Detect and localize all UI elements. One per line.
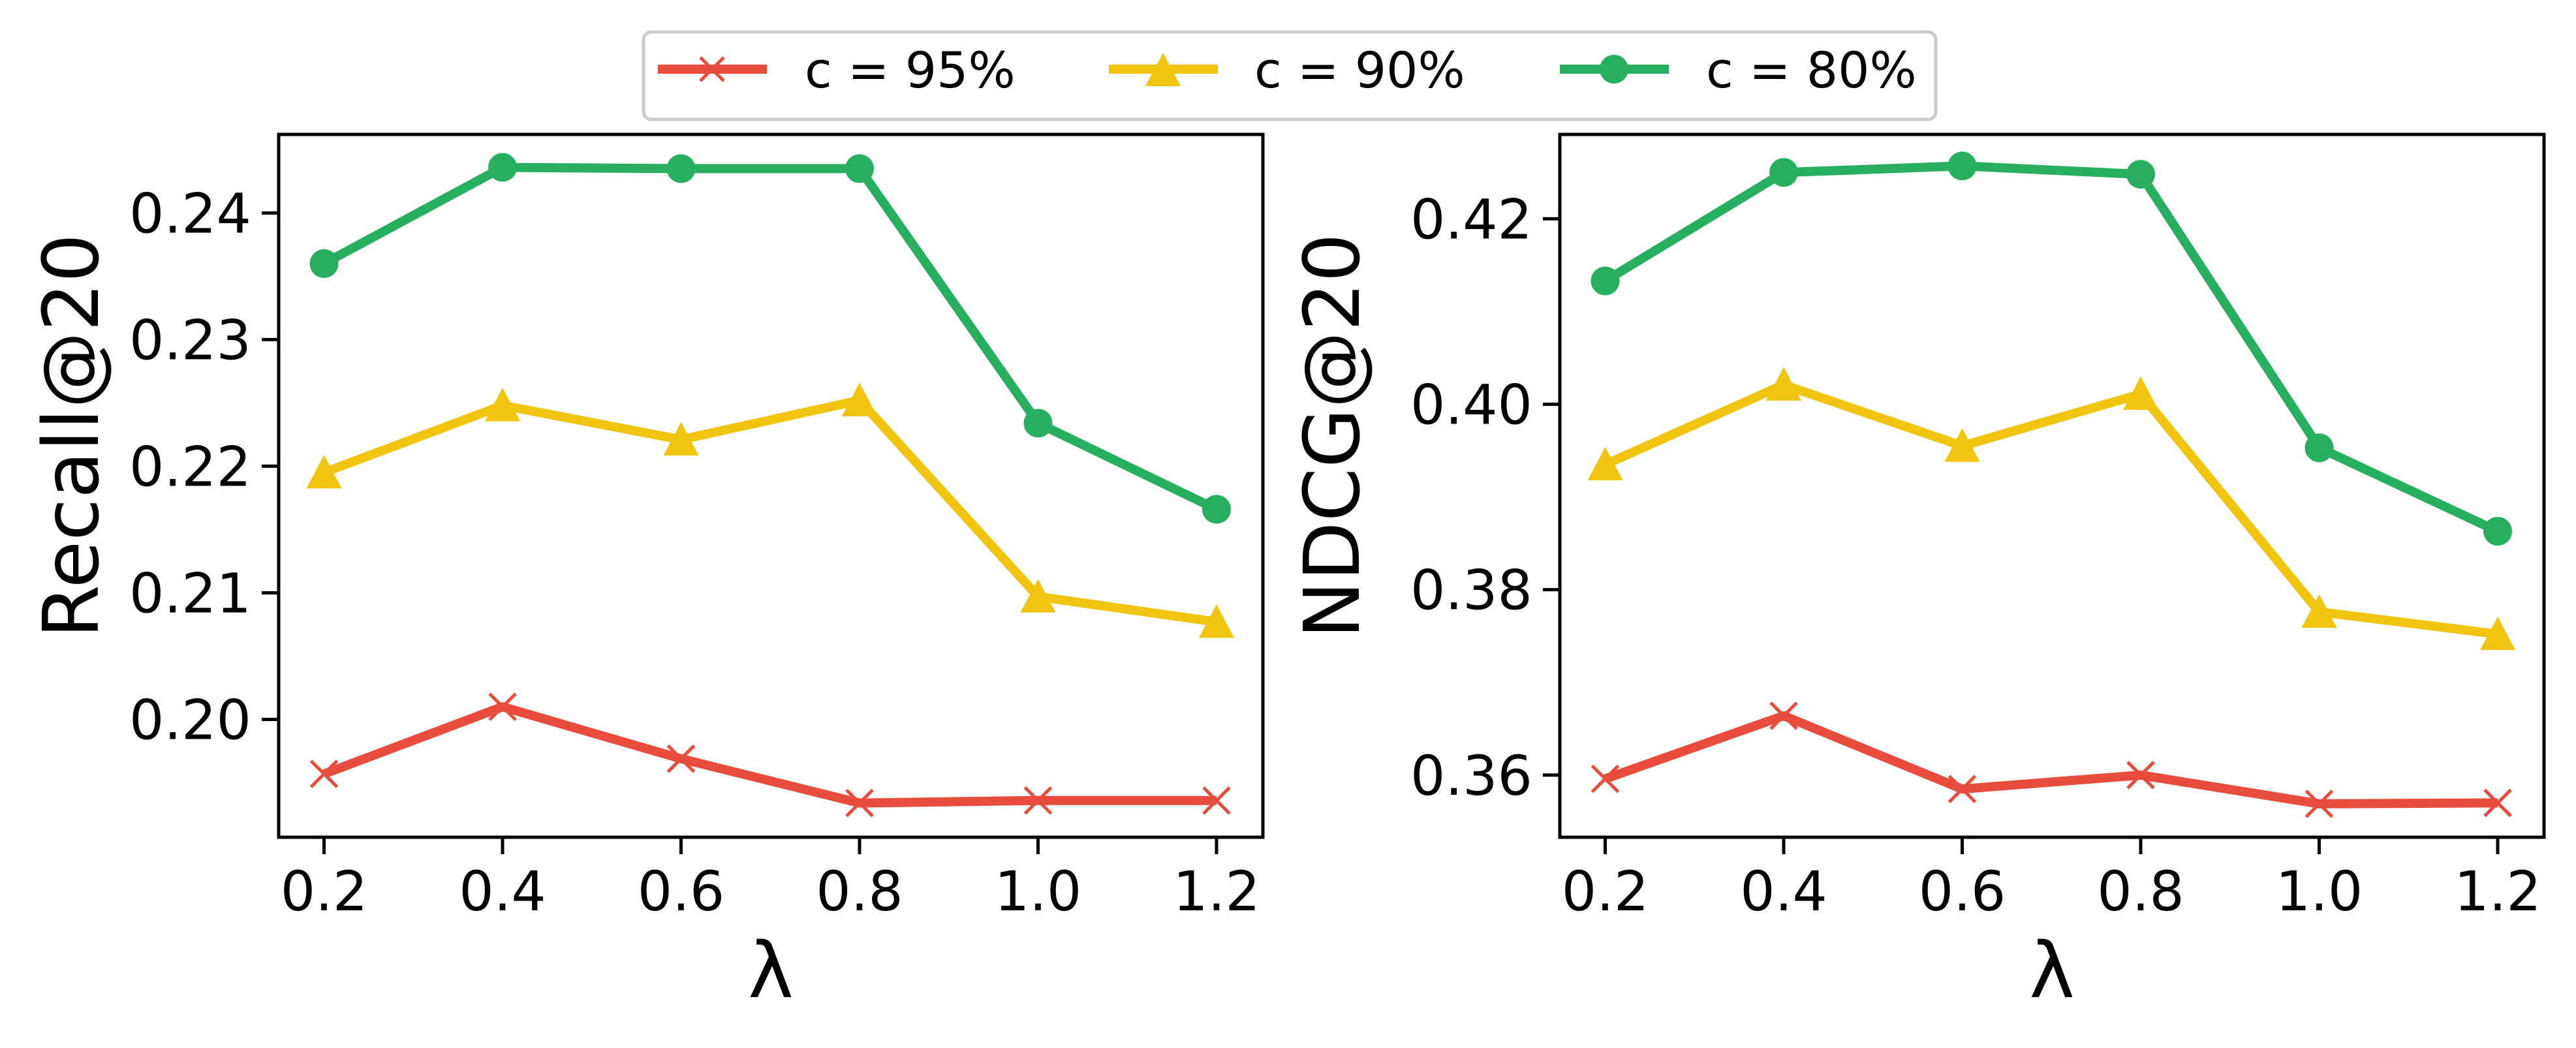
- y-tick-label: 0.40: [1410, 373, 1532, 437]
- series-line: [322, 395, 1217, 627]
- y-tick-label: 0.21: [129, 561, 251, 625]
- ndcg-plot-area: [1587, 151, 2515, 818]
- triangle-icon: [1145, 53, 1181, 86]
- x-marker-icon: [2483, 788, 2512, 818]
- series-line: [1604, 711, 2498, 809]
- x-tick-label: 0.2: [1562, 859, 1649, 923]
- legend-label-c90: c = 90%: [1254, 41, 1465, 99]
- triangle-marker-icon: [1199, 604, 1234, 638]
- x-icon: [699, 56, 725, 82]
- circle-marker-icon: [1023, 408, 1053, 438]
- legend-entry-c95: c = 95%: [658, 41, 1016, 99]
- circle-marker-icon: [2126, 160, 2155, 189]
- series-triangle: [1587, 367, 2515, 651]
- ndcg-chart: 0.2 0.4 0.6 0.8 1.0 1.2 0.36 0.38 0.40 0.42 NDCG@…: [1287, 132, 2546, 1015]
- triangle-marker-icon: [2123, 376, 2158, 410]
- legend-label-c95: c = 95%: [805, 41, 1016, 99]
- recall-x-axis-label: λ: [748, 925, 794, 1015]
- triangle-marker-icon: [485, 388, 520, 422]
- series-line: [1602, 161, 2500, 536]
- x-marker-icon: [1202, 786, 1231, 815]
- x-marker-icon: [2126, 761, 2155, 790]
- series-line: [322, 162, 1219, 514]
- triangle-marker-icon: [1944, 428, 1980, 462]
- x-marker-icon: [309, 760, 339, 788]
- triangle-marker-icon: [663, 422, 699, 455]
- y-tick-label: 0.23: [129, 308, 251, 372]
- recall-axes-frame: [277, 132, 1265, 839]
- x-tick-label: 0.4: [1740, 859, 1827, 923]
- series-circle: [309, 153, 1231, 524]
- x-marker-icon: [666, 744, 696, 773]
- triangle-marker-icon: [1587, 446, 1623, 481]
- x-tick-label: 0.6: [1919, 859, 2006, 923]
- x-tick-label: 1.0: [995, 859, 1082, 923]
- legend-entry-c80: c = 80%: [1560, 41, 1917, 99]
- triangle-marker-icon: [1766, 367, 1801, 401]
- circle-marker-icon: [1591, 266, 1620, 296]
- x-tick-label: 0.8: [2097, 859, 2184, 923]
- triangle-marker-icon: [2301, 594, 2337, 628]
- series-x: [1591, 701, 2512, 818]
- x-marker-icon: [1591, 764, 1620, 794]
- x-tick-label: 1.2: [2454, 859, 2541, 923]
- series-circle: [1591, 151, 2512, 546]
- x-tick-label: 0.6: [638, 859, 725, 923]
- recall-plot-area: [306, 153, 1234, 818]
- x-tick-label: 1.2: [1173, 859, 1260, 923]
- x-tick-label: 0.2: [281, 859, 368, 923]
- circle-marker-icon: [1202, 495, 1231, 524]
- series-x: [309, 692, 1231, 818]
- y-tick-label: 0.22: [129, 435, 251, 499]
- circle-marker-icon: [845, 154, 874, 183]
- circle-marker-icon: [488, 153, 517, 182]
- recall-y-axis-label: Recall@20: [26, 234, 116, 638]
- x-tick-label: 0.4: [459, 859, 546, 923]
- y-tick-label: 0.36: [1410, 744, 1532, 808]
- x-marker-icon: [1769, 701, 1798, 730]
- x-marker-icon: [1023, 786, 1053, 815]
- circle-icon: [1600, 55, 1628, 84]
- series-triangle: [306, 382, 1234, 638]
- circle-marker-icon: [2304, 433, 2334, 463]
- circle-marker-icon: [1948, 151, 1977, 181]
- series-line: [1603, 380, 2498, 639]
- x-marker-icon: [488, 692, 517, 721]
- circle-marker-icon: [309, 249, 339, 278]
- x-marker-icon: [2304, 790, 2334, 818]
- y-tick-label: 0.42: [1410, 187, 1532, 251]
- triangle-marker-icon: [1020, 579, 1056, 613]
- circle-marker-icon: [1769, 158, 1798, 187]
- circle-marker-icon: [666, 154, 696, 183]
- y-tick-label: 0.24: [129, 181, 251, 245]
- x-tick-label: 0.8: [816, 859, 903, 923]
- legend: c = 95% c = 90% c = 80%: [642, 30, 1938, 121]
- recall-chart: 0.2 0.4 0.6 0.8 1.0 1.2 0.20 0.21 0.22 0.23 0.24 R…: [26, 132, 1265, 1015]
- x-tick-label: 1.0: [2276, 859, 2363, 923]
- triangle-marker-icon: [842, 382, 877, 416]
- legend-frame: [642, 30, 1938, 121]
- ndcg-ticks: 0.2 0.4 0.6 0.8 1.0 1.2 0.36 0.38 0.40 0.42: [1410, 187, 2541, 923]
- legend-entry-c90: c = 90%: [1109, 41, 1465, 99]
- y-tick-label: 0.38: [1410, 559, 1532, 623]
- x-marker-icon: [845, 788, 874, 818]
- ndcg-y-axis-label: NDCG@20: [1287, 233, 1377, 638]
- y-tick-label: 0.20: [129, 688, 251, 752]
- triangle-marker-icon: [306, 455, 342, 489]
- x-marker-icon: [1948, 775, 1977, 803]
- ndcg-x-axis-label: λ: [2029, 925, 2075, 1015]
- recall-ticks: 0.2 0.4 0.6 0.8 1.0 1.2 0.20 0.21 0.22 0.23 0.24: [129, 181, 1260, 923]
- circle-marker-icon: [2483, 517, 2512, 546]
- series-line: [322, 702, 1217, 808]
- ndcg-axes-frame: [1558, 132, 2546, 839]
- triangle-marker-icon: [2480, 616, 2515, 651]
- legend-label-c80: c = 80%: [1706, 41, 1917, 99]
